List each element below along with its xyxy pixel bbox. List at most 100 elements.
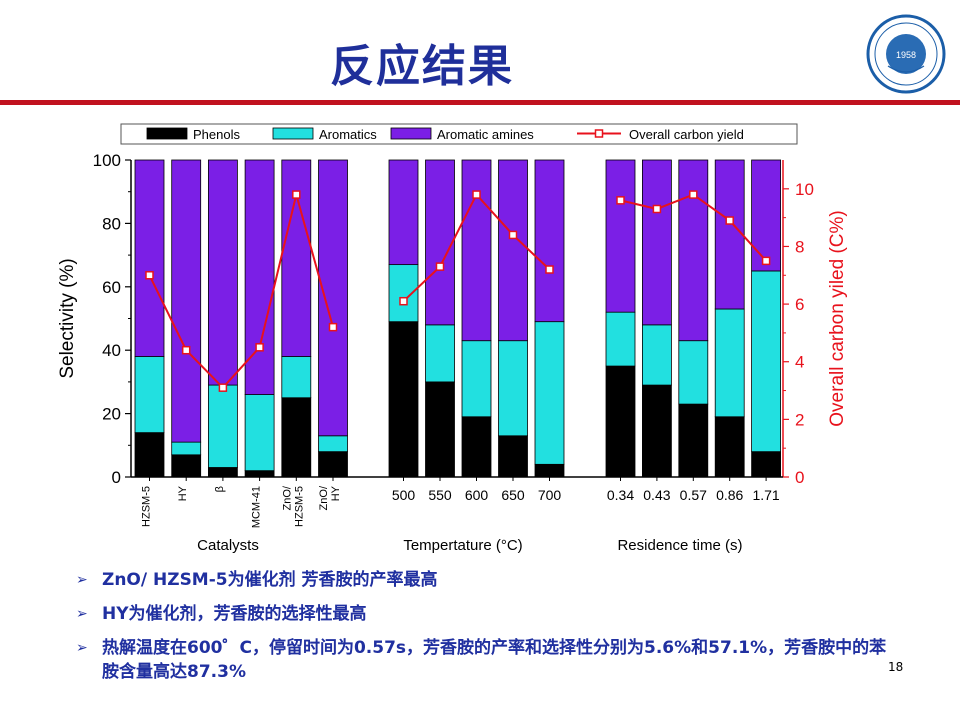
bar-aromatics — [461, 340, 492, 418]
bullet-arrow-icon: ➢ — [76, 606, 88, 622]
yield-point — [725, 216, 734, 225]
bar-aromatics — [171, 441, 202, 456]
x-tick-label: 600 — [465, 487, 489, 503]
bullet-item-3: ➢ 热解温度在600゜C，停留时间为0.57s，芳香胺的产率和选择性分别为5.6… — [76, 636, 900, 684]
yield-point — [761, 256, 771, 266]
bullet-arrow-icon: ➢ — [76, 572, 88, 588]
bar-aromatics — [207, 384, 238, 468]
page-number: 18 — [888, 660, 904, 674]
y-tick-label: 100 — [93, 151, 121, 170]
y2-tick-label: 2 — [795, 410, 804, 429]
x-tick-label: 0.86 — [716, 487, 743, 503]
bar-phenols — [207, 467, 238, 478]
yield-point — [689, 190, 698, 199]
x-tick-label: β — [214, 486, 226, 492]
y2-tick-label: 6 — [795, 295, 804, 314]
bar-aromatic-amines — [678, 159, 709, 342]
logo-arc — [887, 65, 925, 73]
bar-aromatic-amines — [207, 159, 238, 386]
legend-marker — [594, 129, 604, 138]
bar-aromatics — [498, 340, 528, 437]
bar-aromatic-amines — [642, 159, 672, 326]
results-chart: Phenols Aromatics Aromatic amines Overall c… — [51, 112, 861, 554]
bar-phenols — [714, 416, 745, 478]
yield-point — [435, 262, 445, 271]
yield-point — [399, 296, 408, 306]
bar-aromatics — [534, 321, 565, 465]
yield-point — [328, 322, 338, 332]
x-tick-label: HY — [177, 485, 189, 501]
legend-label: Aromatic amines — [437, 127, 534, 142]
bar-aromatic-amines — [605, 159, 636, 313]
legend-swatch — [272, 127, 314, 140]
bar-phenols — [171, 454, 202, 478]
y2-tick-label: 0 — [795, 468, 804, 487]
bar-aromatics — [642, 324, 672, 386]
bar-aromatic-amines — [134, 159, 165, 357]
yield-point — [255, 343, 264, 352]
bar-phenols — [461, 416, 492, 478]
y-tick-label: 60 — [102, 278, 121, 297]
bar-aromatics — [751, 270, 781, 453]
bar-phenols — [751, 451, 781, 478]
bullet-text: ZnO/ HZSM-5为催化剂 芳香胺的产率最高 — [102, 570, 438, 590]
yield-point — [145, 271, 154, 280]
y2-tick-label: 10 — [795, 180, 814, 199]
bar-phenols — [425, 381, 455, 478]
bar-aromatics — [244, 394, 275, 472]
yield-point — [181, 345, 191, 355]
y-tick-label: 40 — [102, 341, 121, 360]
y-tick-label: 20 — [102, 405, 121, 424]
bar-aromatics — [678, 340, 709, 405]
legend-swatch — [146, 127, 188, 140]
x-tick-label: 0.57 — [680, 487, 707, 503]
bar-aromatic-amines — [751, 159, 781, 272]
bar-phenols — [244, 470, 275, 478]
legend-swatch — [390, 127, 432, 140]
yield-point — [292, 190, 301, 199]
x-tick-label: MCM-41 — [251, 486, 263, 528]
bar-aromatics — [388, 264, 419, 323]
legend-label: Aromatics — [319, 127, 377, 142]
bar-phenols — [642, 384, 672, 478]
bullet-list: ➢ ZnO/ HZSM-5为催化剂 芳香胺的产率最高 ➢ HY为催化剂，芳香胺的… — [76, 568, 900, 694]
bar-phenols — [498, 435, 528, 478]
bullet-text: HY为催化剂，芳香胺的选择性最高 — [102, 604, 367, 624]
x-tick-label: 550 — [428, 487, 452, 503]
yield-point — [652, 204, 662, 214]
x-tick-label: 0.34 — [607, 487, 634, 503]
legend-label: Phenols — [193, 127, 240, 142]
bar-phenols — [388, 321, 419, 478]
bar-aromatics — [281, 356, 312, 399]
y-axis-label: Selectivity (%) — [57, 258, 78, 378]
yield-point — [472, 190, 481, 199]
x-axis-label: Residence time (s) — [617, 537, 742, 554]
bar-phenols — [134, 432, 165, 478]
bar-aromatic-amines — [281, 159, 312, 357]
bar-aromatic-amines — [425, 159, 455, 326]
x-tick-label: 1.71 — [752, 487, 779, 503]
bar-phenols — [605, 365, 636, 478]
y-tick-label: 80 — [102, 214, 121, 233]
x-tick-label: 0.43 — [643, 487, 670, 503]
bar-aromatic-amines — [498, 159, 528, 342]
slide-title: 反应结果 — [330, 41, 514, 92]
bullet-arrow-icon: ➢ — [76, 640, 88, 656]
bar-phenols — [534, 463, 565, 478]
bar-aromatics — [318, 435, 348, 453]
logo-year: 1958 — [896, 50, 916, 60]
bar-aromatics — [134, 356, 165, 434]
x-tick-label: HZSM-5 — [141, 486, 153, 527]
bar-aromatic-amines — [534, 159, 565, 323]
bar-aromatic-amines — [461, 159, 492, 342]
bar-phenols — [678, 403, 709, 478]
y2-axis-label: Overall carbon yiled (C%) — [827, 210, 848, 426]
bar-aromatics — [425, 324, 455, 383]
logo-inner-ring — [874, 22, 938, 86]
logo-center — [886, 34, 926, 74]
x-tick-label: 500 — [392, 487, 416, 503]
yield-line — [148, 190, 334, 390]
yield-point — [218, 383, 228, 392]
legend-label: Overall carbon yield — [629, 127, 744, 142]
bar-aromatic-amines — [714, 159, 745, 310]
